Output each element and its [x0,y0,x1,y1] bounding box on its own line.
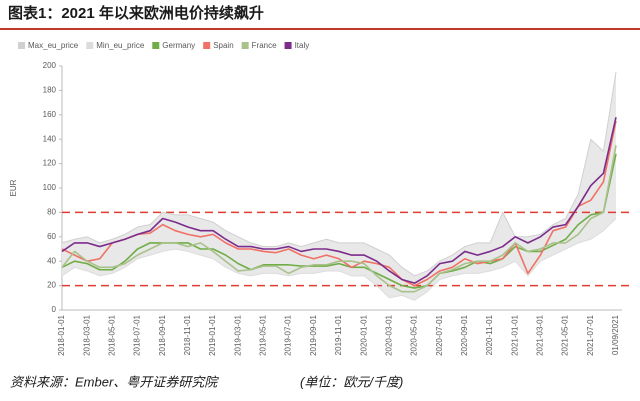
y-tick-label: 0 [52,305,57,314]
y-tick-label: 180 [43,86,57,95]
legend-swatch [241,42,249,49]
unit-note: (单位：欧元/千度) [300,374,403,389]
x-tick-label: 2020-11-01 [485,314,494,355]
series-line [61,72,617,277]
chart-title: 图表1：2021 年以来欧洲电价持续飙升 [8,4,264,22]
series-line [61,117,617,284]
x-tick-label: 2019-01-01 [208,314,217,355]
series-line [61,218,617,301]
series-line [61,145,617,293]
x-tick-label: 2019-07-01 [284,314,293,355]
legend-label: Spain [213,41,233,50]
y-tick-label: 20 [47,281,56,290]
legend-label: Italy [295,41,310,50]
legend-swatch [203,42,211,49]
y-tick-label: 100 [43,183,57,192]
y-axis-label: EUR [9,179,18,196]
legend-swatch [86,42,94,49]
x-tick-label: 2018-03-01 [82,314,91,355]
x-tick-label: 2018-11-01 [183,314,192,355]
x-tick-label: 2018-07-01 [133,314,142,355]
x-tick-label: 2019-03-01 [233,314,242,355]
legend-label: Germany [162,41,195,50]
x-tick-label: 2020-05-01 [410,314,419,355]
x-tick-label: 2021-01-01 [510,314,519,355]
y-tick-label: 80 [47,208,56,217]
x-tick-label: 2018-01-01 [57,314,66,355]
legend-swatch [152,42,160,49]
x-tick-label: 2018-05-01 [107,314,116,355]
y-tick-label: 60 [47,232,56,241]
x-tick-label: 2019-09-01 [309,314,318,355]
x-tick-label: 01/09/2021 [611,314,620,355]
x-tick-label: 2020-03-01 [384,314,393,355]
legend-label: Min_eu_price [96,41,145,50]
source-note: 资料来源：Ember、粤开证券研究院 [10,374,219,389]
y-tick-label: 160 [43,110,57,119]
legend-swatch [284,42,292,49]
x-tick-label: 2020-09-01 [460,314,469,355]
x-tick-label: 2021-05-01 [561,314,570,355]
y-tick-label: 140 [43,134,57,143]
x-tick-label: 2021-07-01 [586,314,595,355]
legend-label: France [252,41,277,50]
x-tick-label: 2019-11-01 [334,314,343,355]
x-tick-label: 2020-07-01 [435,314,444,355]
x-tick-label: 2018-09-01 [158,314,167,355]
y-tick-label: 200 [43,61,57,70]
x-tick-label: 2020-01-01 [359,314,368,355]
x-tick-label: 2019-05-01 [259,314,268,355]
legend-swatch [18,42,25,49]
series-line [61,153,617,289]
legend-label: Max_eu_price [28,41,79,50]
series-line [61,120,617,287]
x-tick-label: 2021-03-01 [536,314,545,355]
y-tick-label: 120 [43,159,57,168]
y-tick-label: 40 [47,256,56,265]
